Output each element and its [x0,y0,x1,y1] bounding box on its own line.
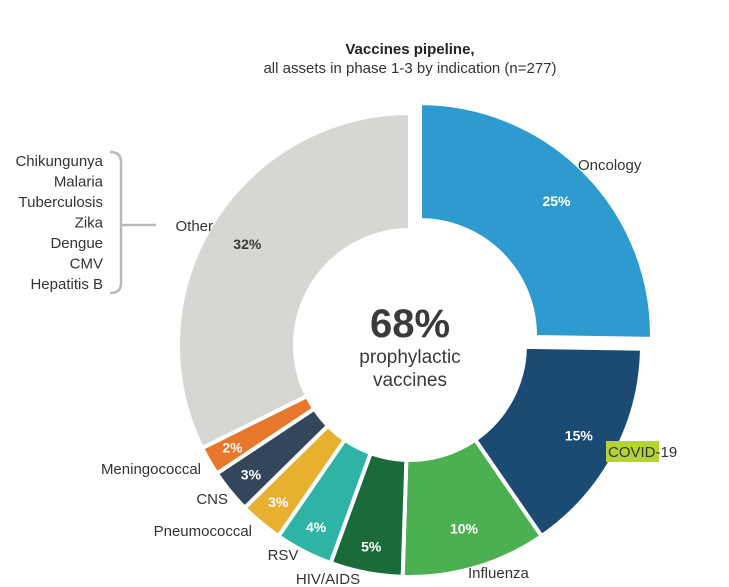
category-label-influenza: Influenza [468,565,530,582]
other-item-cmv: CMV [70,256,103,273]
percent-labels-layer: 25% 15% 10% 5% 4% 3% 3% 2% 32% [222,193,594,554]
percent-label-covid-19: 15% [565,427,594,443]
other-item-dengue: Dengue [50,235,103,252]
category-label-pneumococcal: Pneumococcal [154,523,252,540]
slice-oncology [417,101,654,341]
percent-label-pneumococcal: 3% [268,494,289,510]
chart-subtitle: all assets in phase 1-3 by indication (n… [263,60,557,77]
category-label-hiv-aids: HIV/AIDS [296,571,360,587]
center-label-line2: vaccines [373,370,447,391]
category-labels-layer: Oncology COVID-19 Influenza HIV/AIDS RSV Pneu… [101,157,677,587]
slice-other [176,110,412,451]
percent-label-influenza: 10% [450,521,479,537]
category-label-rsv: RSV [268,547,299,564]
chart-title-block: Vaccines pipeline, all assets in phase 1… [180,40,640,78]
center-label-line1: prophylactic [359,347,460,368]
percent-label-cns: 3% [241,466,262,482]
category-label-other: Other [175,218,213,235]
chart-title: Vaccines pipeline, [345,41,475,58]
percent-label-hiv-aids: 5% [361,538,382,554]
highlight-box [606,441,659,462]
other-item-malaria: Malaria [54,174,104,191]
other-item-tuberculosis: Tuberculosis [19,194,103,211]
other-item-hepatitis-b: Hepatitis B [30,276,103,293]
other-breakdown-layer: Chikungunya Malaria Tuberculosis Zika Dengue… [15,150,156,295]
center-value: 68% [370,302,450,346]
category-label-meningococcal: Meningococcal [101,461,201,478]
category-label-oncology: Oncology [578,157,642,174]
other-item-zika: Zika [75,215,104,232]
percent-label-rsv: 4% [306,519,327,535]
slices-layer [176,101,654,579]
category-label-cns: CNS [196,491,228,508]
slice-covid-19 [472,344,645,539]
percent-label-oncology: 25% [542,193,571,209]
percent-label-meningococcal: 2% [222,440,243,456]
category-label-covid-19: COVID-19 [608,444,677,461]
percent-label-other: 32% [233,236,262,252]
other-bracket [109,150,123,295]
other-item-chikungunya: Chikungunya [15,153,103,170]
